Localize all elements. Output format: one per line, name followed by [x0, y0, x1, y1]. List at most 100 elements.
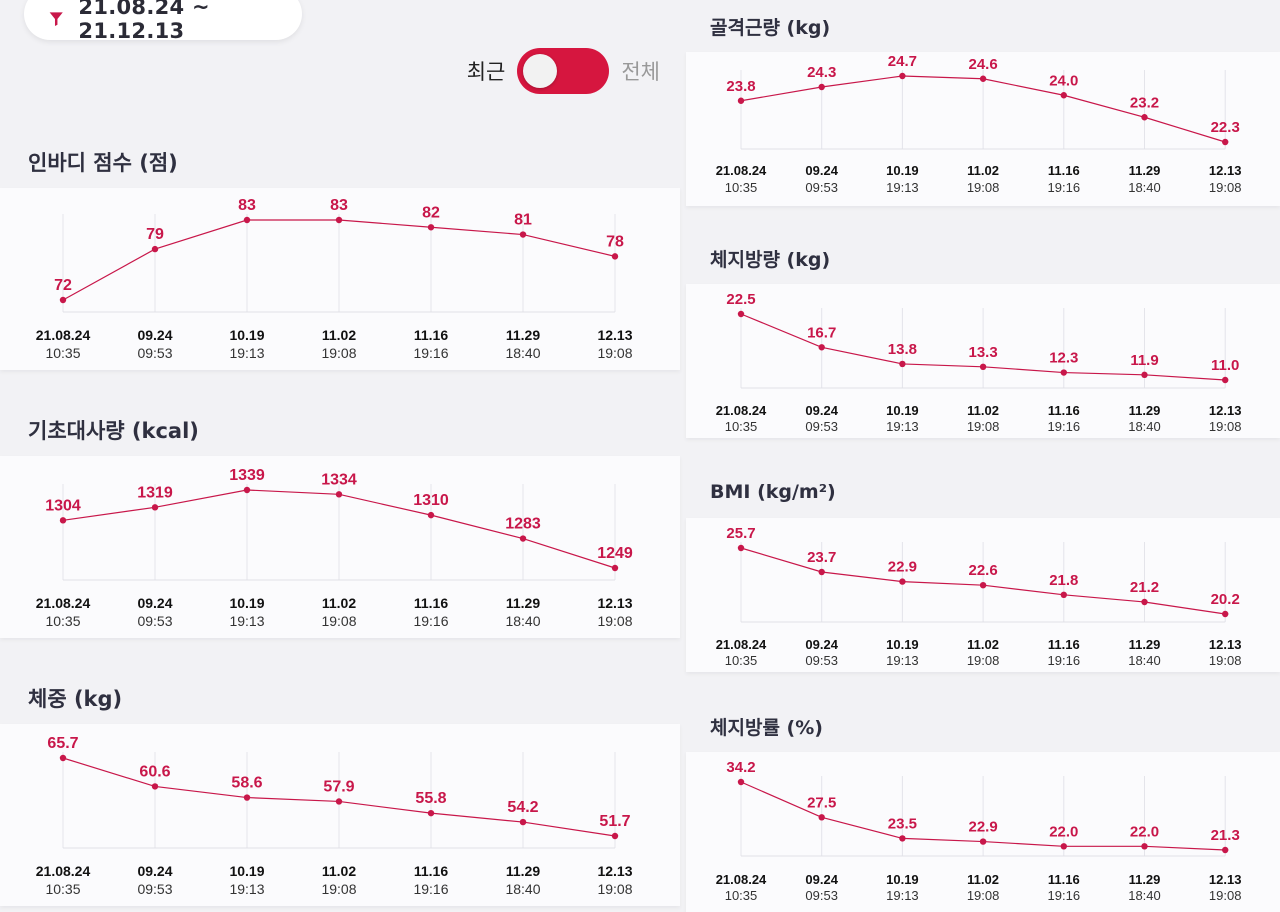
- x-tick-date: 11.29: [1129, 637, 1161, 652]
- x-tick-time: 19:13: [886, 180, 919, 195]
- x-tick-date: 10.19: [229, 327, 264, 343]
- data-point: [979, 75, 987, 82]
- data-label: 79: [146, 226, 164, 243]
- x-tick-date: 09.24: [137, 595, 172, 611]
- x-tick-time: 19:08: [967, 419, 1000, 434]
- x-tick-date: 09.24: [805, 872, 838, 887]
- x-tick-time: 19:13: [886, 419, 919, 434]
- x-tick-time: 18:40: [505, 345, 540, 361]
- x-tick-time: 18:40: [1128, 888, 1161, 903]
- data-label: 22.9: [888, 559, 917, 576]
- x-tick-time: 19:16: [413, 881, 448, 897]
- x-tick-date: 11.02: [322, 863, 356, 879]
- x-tick-date: 21.08.24: [716, 163, 767, 178]
- x-tick-date: 09.24: [137, 327, 172, 343]
- x-tick-date: 11.29: [1129, 872, 1161, 887]
- x-tick-time: 19:16: [413, 613, 448, 629]
- data-label: 22.6: [968, 562, 997, 579]
- toggle-recent-label[interactable]: 최근: [466, 60, 506, 84]
- x-tick-date: 11.02: [967, 872, 999, 887]
- data-label: 22.0: [1130, 823, 1159, 840]
- chart-card-weight: 65.7 60.6 58.6 57.9 55.8 54.2 51.7 21.08.24 10:3…: [0, 724, 680, 906]
- data-label: 55.8: [415, 790, 446, 807]
- x-tick-date: 10.19: [229, 595, 264, 611]
- data-label: 20.2: [1211, 591, 1240, 608]
- data-label: 25.7: [726, 525, 755, 542]
- x-tick-date: 11.16: [1048, 872, 1080, 887]
- data-point: [519, 231, 527, 238]
- x-tick-date: 11.02: [967, 637, 999, 652]
- data-point: [1222, 610, 1229, 618]
- data-point: [737, 778, 745, 786]
- toggle-all-label[interactable]: 전체: [621, 60, 660, 84]
- data-point: [979, 363, 987, 370]
- data-point: [737, 544, 745, 552]
- data-point: [611, 564, 619, 572]
- data-point: [519, 818, 527, 826]
- x-tick-time: 19:08: [321, 613, 356, 629]
- x-tick-date: 11.02: [322, 327, 356, 343]
- data-label: 23.2: [1130, 94, 1159, 111]
- section-bmi: BMI (kg/m²) 25.7 23.7 22.9 22.6 21.8 21.2 20.2…: [686, 466, 1280, 672]
- x-tick-time: 09:53: [805, 653, 838, 668]
- data-label: 57.9: [323, 778, 354, 795]
- chart-fatpct: 34.2 27.5 23.5 22.9 22.0 22.0 21.3 21.08.2410:3…: [716, 759, 1242, 903]
- data-label: 78: [606, 233, 624, 250]
- x-tick-date: 12.13: [1209, 403, 1242, 418]
- x-tick-time: 19:08: [1209, 180, 1242, 195]
- data-label: 1283: [505, 516, 541, 533]
- data-label: 1310: [413, 492, 449, 509]
- period-toggle[interactable]: [517, 48, 610, 94]
- data-point: [1141, 114, 1148, 121]
- x-tick-time: 19:08: [321, 345, 356, 361]
- data-point: [611, 253, 619, 260]
- x-tick-date: 21.08.24: [36, 863, 91, 879]
- x-tick-date: 10.19: [229, 863, 264, 879]
- data-point: [1060, 843, 1067, 850]
- x-tick-time: 19:13: [229, 613, 264, 629]
- data-point: [335, 216, 343, 224]
- x-tick-date: 11.02: [967, 163, 999, 178]
- data-point: [151, 783, 159, 790]
- data-point: [818, 83, 825, 91]
- data-point: [427, 511, 435, 519]
- toggle-knob[interactable]: [523, 54, 558, 88]
- chart-title-bmr: 기초대사량 (kcal): [28, 419, 199, 443]
- data-label: 65.7: [47, 735, 78, 752]
- x-tick-date: 10.19: [886, 637, 919, 652]
- x-tick-date: 09.24: [805, 637, 838, 652]
- section-inbody: 인바디 점수 (점) 72 79 83 83 82 81 78 21.08.24 10:35 09…: [0, 136, 680, 370]
- x-tick-time: 19:08: [967, 888, 1000, 903]
- x-tick-time: 19:08: [967, 653, 1000, 668]
- data-point: [1060, 591, 1067, 598]
- x-tick-time: 19:16: [1048, 653, 1081, 668]
- data-label: 1339: [229, 467, 265, 484]
- x-tick-date: 11.29: [1129, 163, 1161, 178]
- x-tick-time: 19:16: [1048, 419, 1081, 434]
- x-tick-time: 19:16: [1048, 180, 1081, 195]
- x-tick-date: 11.29: [1129, 403, 1161, 418]
- data-point: [243, 794, 251, 801]
- x-tick-time: 10:35: [725, 888, 758, 903]
- section-fatmass: 체지방량 (kg) 22.5 16.7 13.8 13.3 12.3 11.9 11.0 21…: [686, 232, 1280, 438]
- data-point: [899, 360, 906, 368]
- chart-card-fatpct: 34.2 27.5 23.5 22.9 22.0 22.0 21.3 21.08.24 10:3…: [686, 752, 1280, 912]
- x-tick-time: 19:08: [967, 180, 1000, 195]
- section-bmr: 기초대사량 (kcal) 1304 1319 1339 1334 1310 1283 124…: [0, 404, 680, 638]
- data-point: [243, 216, 251, 224]
- data-point: [335, 798, 343, 805]
- x-tick-time: 09:53: [805, 888, 838, 903]
- section-fatpct: 체지방률 (%) 34.2 27.5 23.5 22.9 22.0 22.0 21.3 21.…: [686, 700, 1280, 912]
- data-point: [979, 582, 987, 589]
- data-point: [59, 517, 67, 524]
- data-label: 24.3: [807, 64, 836, 81]
- x-tick-date: 12.13: [597, 863, 632, 879]
- x-tick-time: 19:08: [597, 613, 632, 629]
- x-tick-date: 10.19: [886, 872, 919, 887]
- chart-title-bmi: BMI (kg/m²): [710, 481, 836, 503]
- data-point: [1141, 598, 1148, 606]
- data-label: 1304: [45, 497, 81, 514]
- date-range-filter[interactable]: 21.08.24 ~ 21.12.13: [24, 0, 302, 43]
- data-point: [1222, 846, 1229, 854]
- chart-title-inbody: 인바디 점수 (점): [28, 151, 178, 175]
